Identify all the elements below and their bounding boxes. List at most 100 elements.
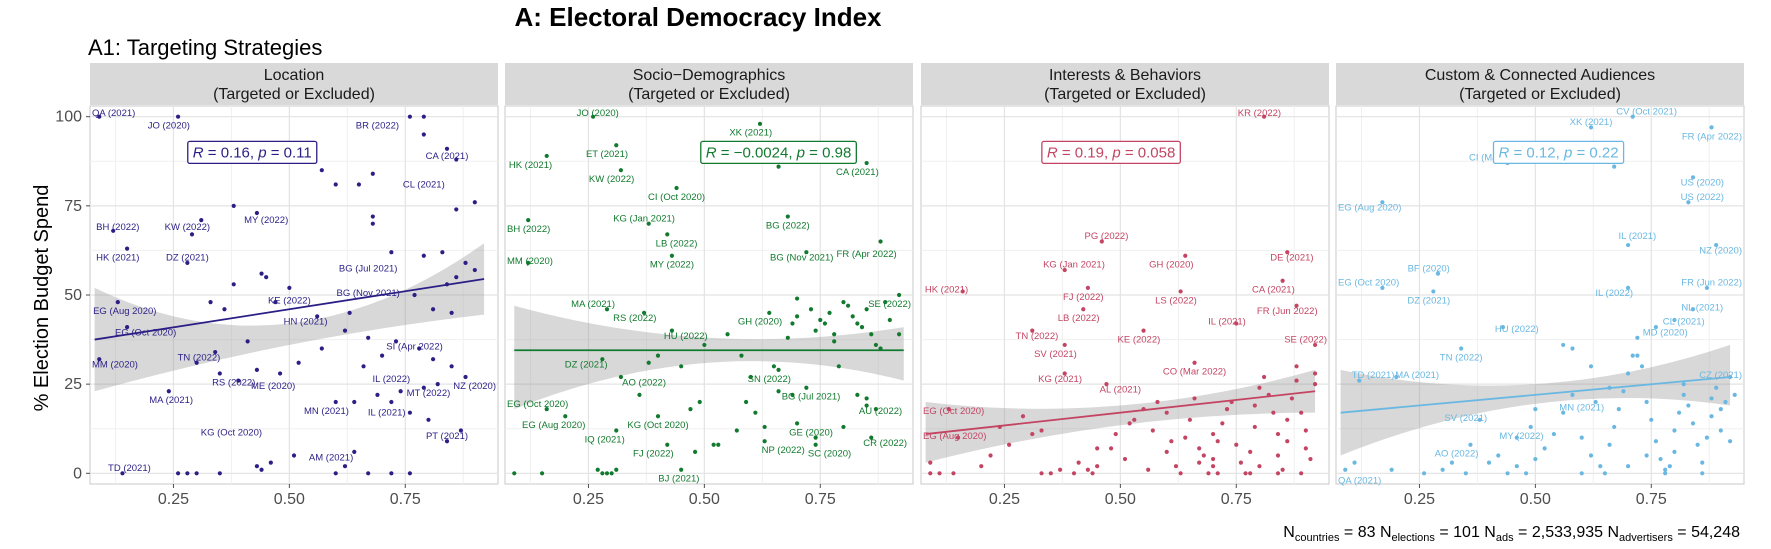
data-point	[1108, 446, 1114, 451]
data-point	[641, 310, 647, 315]
data-point	[711, 442, 716, 447]
data-point	[1570, 346, 1575, 351]
data-point	[1238, 460, 1244, 465]
point-label: HK (2021)	[925, 285, 968, 296]
point-label: DZ (2021)	[1407, 295, 1450, 306]
data-point	[421, 385, 426, 390]
data-point	[1275, 453, 1281, 458]
data-point	[1132, 417, 1137, 422]
stat-box	[1041, 140, 1181, 165]
data-point	[189, 232, 195, 237]
data-point	[1593, 399, 1598, 405]
data-point	[1440, 467, 1445, 472]
point-label: HK (2021)	[509, 160, 552, 171]
data-point	[808, 307, 814, 312]
data-point	[1178, 289, 1183, 294]
data-point	[979, 464, 984, 469]
data-point	[873, 407, 879, 412]
data-point	[725, 332, 730, 337]
point-label: EG (Oct 2020)	[507, 399, 568, 410]
data-point	[366, 335, 371, 340]
data-point	[111, 228, 116, 233]
data-point	[1303, 446, 1308, 451]
point-label: PT (2021)	[426, 431, 468, 442]
point-label: FR (Jun 2022)	[1681, 278, 1742, 289]
data-point	[1579, 435, 1584, 440]
data-point	[813, 435, 818, 440]
data-point	[794, 314, 800, 319]
data-point	[637, 392, 642, 397]
data-point	[1099, 239, 1104, 244]
data-point	[827, 310, 832, 315]
data-point	[213, 349, 218, 355]
point-label: RS (2022)	[613, 313, 656, 324]
data-point	[277, 371, 283, 376]
data-point	[1686, 403, 1691, 408]
data-point	[175, 114, 181, 119]
data-point	[697, 399, 702, 405]
data-point	[1431, 289, 1436, 294]
data-point	[185, 260, 190, 266]
data-point	[614, 428, 619, 433]
data-point	[1389, 467, 1394, 472]
point-label: EG (Aug 2020)	[1338, 203, 1401, 214]
data-point	[421, 132, 426, 137]
data-point	[878, 239, 883, 244]
data-point	[389, 399, 394, 405]
data-point	[1210, 456, 1216, 462]
data-point	[97, 357, 102, 362]
data-point	[1095, 464, 1100, 469]
data-point	[776, 389, 781, 394]
data-point	[526, 260, 531, 266]
point-label: MD (2020)	[1643, 327, 1688, 338]
data-point	[1463, 471, 1468, 476]
data-point	[1076, 460, 1081, 465]
point-label: RS (2022)	[212, 377, 255, 388]
data-point	[665, 442, 670, 447]
data-point	[841, 424, 846, 430]
facet-panels: Location (Targeted or Excluded) 0.25 0.50 0.…	[55, 63, 1745, 508]
data-point	[739, 353, 744, 358]
y-tick-label: 100	[55, 109, 82, 126]
data-point	[273, 300, 278, 305]
data-point	[217, 471, 222, 476]
point-label: EG (Aug 2020)	[923, 431, 986, 442]
data-point	[702, 342, 707, 348]
data-point	[1625, 371, 1631, 376]
data-point	[960, 289, 965, 294]
data-point	[1700, 471, 1705, 476]
data-point	[393, 339, 399, 344]
data-point	[790, 392, 795, 397]
point-label: SV (2021)	[1444, 413, 1487, 424]
confidence-band	[514, 305, 904, 410]
data-point	[1192, 360, 1197, 365]
data-point	[379, 353, 385, 358]
data-point	[268, 460, 273, 465]
data-point	[347, 310, 352, 315]
data-point	[124, 324, 130, 330]
footer-value: = 54,248	[1673, 524, 1740, 541]
data-point	[412, 292, 417, 298]
data-point	[1639, 364, 1645, 369]
data-point	[194, 471, 199, 476]
data-point	[512, 471, 517, 476]
data-point	[1146, 467, 1151, 472]
panel-title-line: Socio−Demographics	[633, 67, 786, 84]
data-point	[389, 471, 394, 476]
data-point	[855, 321, 860, 326]
point-label: BF (2020)	[1408, 263, 1450, 274]
panel-2: Socio−Demographics (Targeted or Excluded)…	[504, 63, 914, 508]
data-point	[669, 253, 675, 258]
data-point	[361, 364, 366, 369]
data-point	[236, 378, 241, 383]
x-tick-label: 0.25	[158, 491, 189, 508]
data-point	[1183, 435, 1188, 440]
point-label: JO (2020)	[148, 121, 190, 132]
x-tick-label: 0.25	[573, 491, 604, 508]
point-label: FR (Jun 2022)	[1257, 306, 1318, 317]
footer-n-symbol: N	[1603, 524, 1619, 541]
data-point	[563, 414, 568, 419]
data-point	[1486, 460, 1492, 465]
data-point	[1197, 460, 1202, 465]
data-point	[296, 360, 301, 365]
